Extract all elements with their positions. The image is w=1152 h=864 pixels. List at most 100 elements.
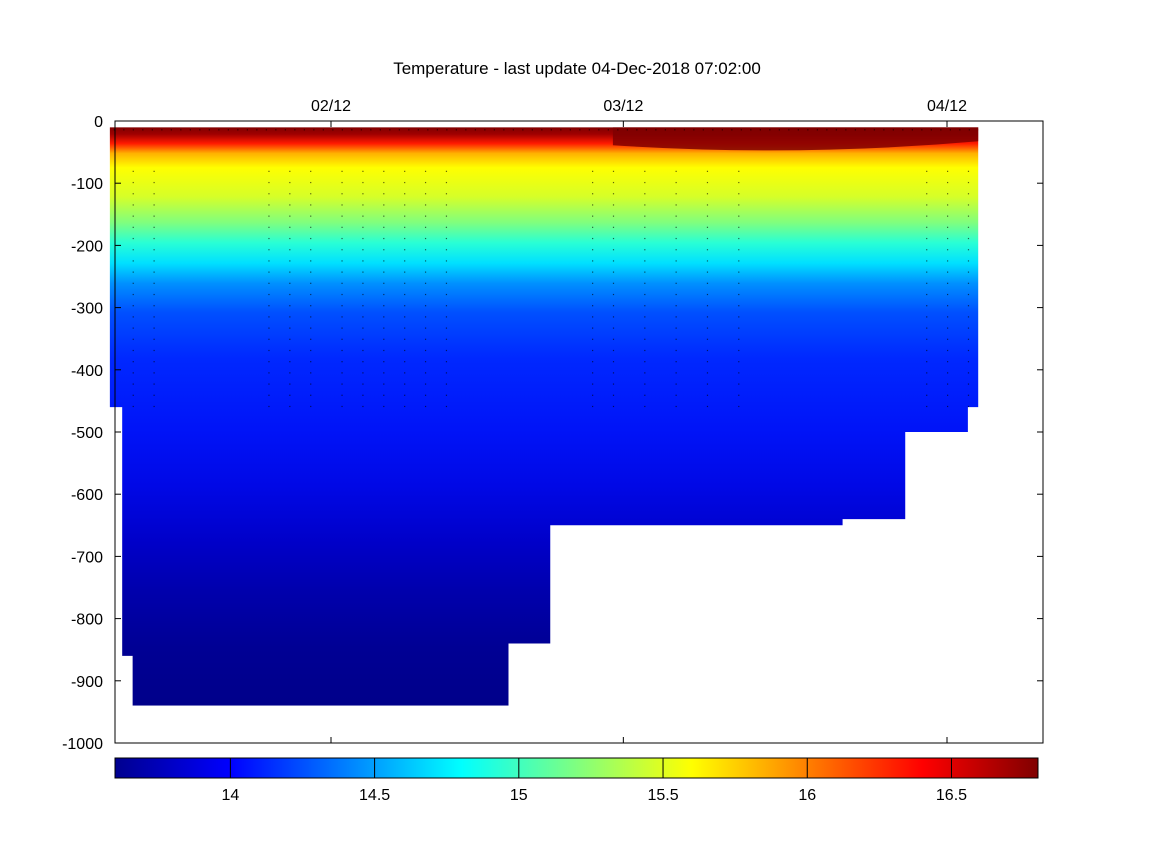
sample-point: [208, 129, 210, 131]
sample-point: [612, 372, 615, 374]
sample-point: [706, 394, 709, 396]
sample-point: [512, 129, 514, 131]
sample-point: [362, 193, 364, 195]
sample-point: [493, 129, 495, 131]
sample-point: [588, 129, 590, 131]
sample-point: [341, 129, 343, 131]
sample-point: [675, 181, 677, 184]
chart-title: Temperature - last update 04-Dec-2018 07…: [393, 59, 761, 78]
sample-point: [427, 129, 429, 131]
sample-point: [592, 372, 594, 374]
sample-point: [445, 237, 448, 240]
sample-point: [706, 349, 709, 352]
sample-point: [968, 129, 970, 131]
sample-point: [926, 394, 928, 396]
sample-point: [750, 129, 752, 131]
sample-point: [153, 349, 155, 352]
sample-point: [759, 129, 761, 131]
sample-point: [706, 170, 709, 172]
sample-point: [947, 372, 949, 374]
sample-point: [424, 372, 427, 374]
sample-point: [153, 282, 155, 284]
y-tick-label: -600: [71, 487, 103, 504]
sample-point: [445, 260, 448, 262]
sample-point: [132, 215, 134, 217]
sample-point: [612, 361, 615, 363]
sample-point: [404, 181, 406, 184]
sample-point: [503, 129, 505, 131]
sample-point: [445, 271, 448, 273]
sample-point: [310, 327, 312, 329]
sample-point: [132, 293, 134, 296]
sample-point: [362, 249, 364, 251]
sample-point: [303, 129, 305, 131]
sample-point: [341, 405, 343, 408]
colorbar-tick-label: 15: [510, 787, 528, 804]
sample-point: [738, 305, 740, 307]
sample-point: [132, 181, 134, 184]
sample-point: [675, 237, 677, 240]
sample-point: [926, 193, 928, 195]
sample-point: [289, 394, 291, 396]
sample-point: [289, 237, 291, 240]
sample-point: [383, 181, 385, 184]
sample-point: [341, 383, 343, 385]
sample-point: [738, 394, 740, 396]
sample-point: [268, 249, 270, 251]
sample-point: [268, 305, 270, 307]
sample-point: [153, 361, 155, 363]
sample-point: [612, 249, 615, 251]
sample-point: [612, 282, 615, 284]
sample-point: [947, 237, 949, 240]
sample-point: [592, 349, 594, 352]
sample-point: [967, 349, 970, 352]
sample-point: [612, 193, 615, 195]
sample-point: [424, 316, 427, 318]
sample-point: [398, 129, 400, 131]
sample-point: [132, 305, 134, 307]
sample-point: [967, 338, 970, 340]
sample-point: [383, 204, 385, 206]
sample-point: [310, 316, 312, 318]
sample-point: [617, 129, 619, 131]
sample-point: [967, 204, 970, 206]
sample-point: [341, 215, 343, 217]
sample-point: [797, 129, 799, 131]
sample-point: [738, 338, 740, 340]
sample-point: [769, 129, 771, 131]
sample-point: [310, 405, 312, 408]
sample-point: [892, 129, 894, 131]
sample-point: [153, 305, 155, 307]
sample-point: [362, 338, 364, 340]
sample-point: [738, 226, 740, 228]
sample-point: [592, 215, 594, 217]
sample-point: [341, 305, 343, 307]
sample-point: [341, 193, 343, 195]
sample-point: [592, 316, 594, 318]
sample-points: [113, 129, 979, 408]
sample-point: [445, 282, 448, 284]
sample-point: [675, 383, 677, 385]
sample-point: [362, 293, 364, 296]
sample-point: [706, 327, 709, 329]
sample-point: [289, 305, 291, 307]
sample-point: [926, 316, 928, 318]
sample-point: [738, 181, 740, 184]
sample-point: [816, 129, 818, 131]
colorbar-scale: [114, 757, 1039, 779]
sample-point: [644, 260, 646, 262]
sample-point: [404, 260, 406, 262]
surface-warm-layer: [612, 127, 979, 151]
sample-point: [383, 405, 385, 408]
sample-point: [693, 129, 695, 131]
sample-point: [706, 293, 709, 296]
sample-point: [424, 383, 427, 385]
sample-point: [383, 327, 385, 329]
sample-point: [612, 316, 615, 318]
sample-point: [383, 226, 385, 228]
sample-point: [484, 129, 486, 131]
sample-point: [947, 226, 949, 228]
sample-point: [940, 129, 942, 131]
sample-point: [389, 129, 391, 131]
sample-point: [612, 405, 615, 408]
